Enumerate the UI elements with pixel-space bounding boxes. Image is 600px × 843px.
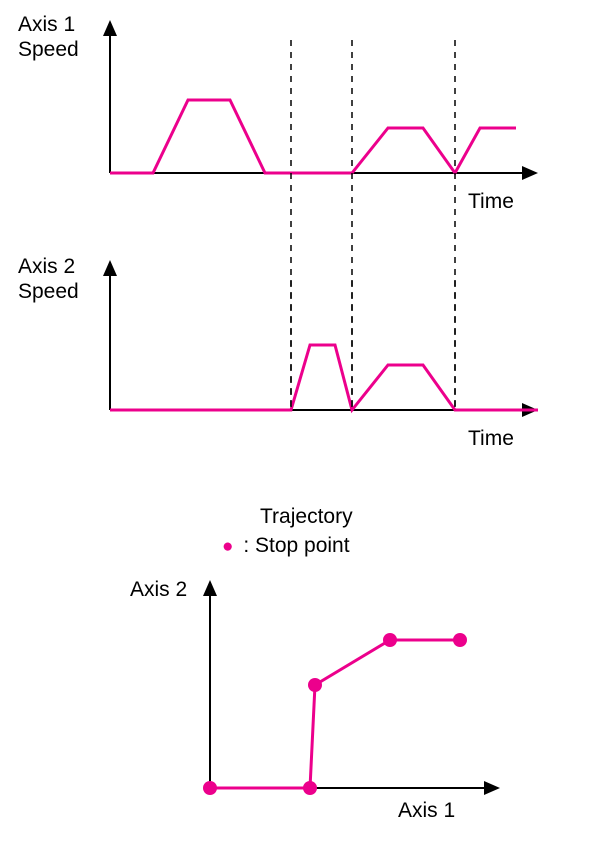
chart1-ylabel-line1: Axis 1 (18, 13, 75, 37)
chart1-ylabel-line2: Speed (18, 38, 79, 62)
trajectory-title: Trajectory (260, 505, 353, 529)
trajectory-legend: ● : Stop point (222, 534, 350, 558)
diagram-canvas (0, 0, 600, 843)
trajectory-xlabel: Axis 1 (398, 799, 455, 823)
trajectory-legend-text: : Stop point (239, 534, 349, 557)
chart2-ylabel-line1: Axis 2 (18, 255, 75, 279)
chart2-ylabel-line2: Speed (18, 280, 79, 304)
chart1-xlabel: Time (468, 190, 514, 214)
trajectory-ylabel: Axis 2 (130, 578, 187, 602)
chart2-xlabel: Time (468, 427, 514, 451)
stop-point-marker-icon: ● (222, 536, 233, 557)
